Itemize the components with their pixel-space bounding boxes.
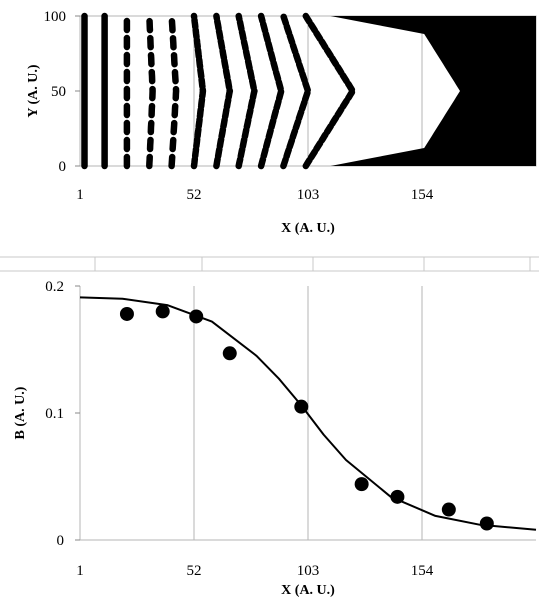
band-6 bbox=[190, 12, 207, 170]
y-axis-title: B (A. U.) bbox=[13, 386, 28, 439]
x-tick-label: 154 bbox=[411, 187, 434, 203]
filled-region bbox=[330, 16, 536, 166]
data-point bbox=[155, 304, 170, 319]
y-tick-label: 50 bbox=[51, 84, 66, 100]
x-tick-label: 154 bbox=[411, 563, 434, 579]
x-tick-label: 103 bbox=[297, 563, 320, 579]
band-11 bbox=[302, 12, 357, 170]
data-point bbox=[390, 489, 405, 504]
data-point bbox=[119, 306, 134, 321]
y-axis-title: Y (A. U.) bbox=[26, 64, 41, 117]
x-tick-label: 1 bbox=[76, 187, 84, 203]
y-tick-label: 0.2 bbox=[45, 279, 64, 295]
x-tick-label: 1 bbox=[76, 563, 84, 579]
band-4 bbox=[146, 12, 156, 170]
x-axis-title: X (A. U.) bbox=[281, 221, 335, 236]
y-tick-label: 0 bbox=[59, 159, 67, 175]
y-tick-label: 100 bbox=[44, 9, 67, 25]
data-point bbox=[354, 477, 369, 492]
band-7 bbox=[213, 12, 234, 170]
y-vs-x-pattern-chart: 1 52 103 154 0 50 100 X (A. U.) Y (A. U.) bbox=[26, 9, 537, 236]
b-vs-x-profile-chart: 1 52 103 154 0 0.1 0.2 X (A. U.) B (A. U.) bbox=[13, 279, 537, 598]
band-5 bbox=[168, 12, 180, 170]
data-point bbox=[189, 309, 204, 324]
panel-separator bbox=[0, 256, 539, 272]
x-axis-title: X (A. U.) bbox=[281, 583, 335, 598]
band-9 bbox=[257, 12, 285, 170]
data-point bbox=[441, 502, 456, 517]
band-8 bbox=[235, 12, 258, 170]
x-tick-label: 52 bbox=[187, 187, 202, 203]
x-tick-label: 52 bbox=[187, 563, 202, 579]
band-10 bbox=[280, 12, 312, 170]
data-point bbox=[294, 399, 309, 414]
data-point bbox=[222, 346, 237, 361]
data-point bbox=[479, 516, 494, 531]
x-tick-label: 103 bbox=[297, 187, 320, 203]
y-tick-label: 0.1 bbox=[45, 406, 64, 422]
y-tick-label: 0 bbox=[57, 533, 65, 549]
